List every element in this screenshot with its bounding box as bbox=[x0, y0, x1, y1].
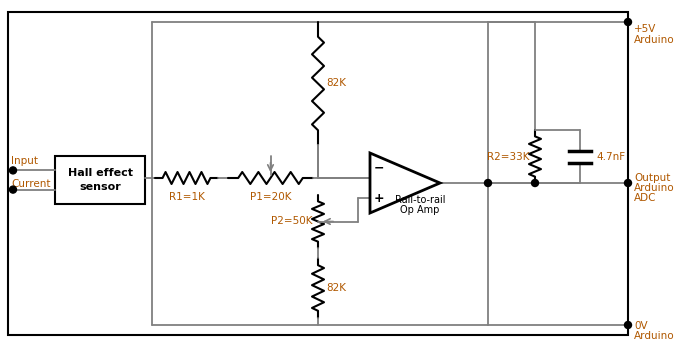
Text: R1=1K: R1=1K bbox=[169, 192, 204, 202]
Circle shape bbox=[624, 18, 631, 26]
Text: sensor: sensor bbox=[79, 182, 121, 192]
Text: P2=50K: P2=50K bbox=[272, 217, 313, 226]
Text: 82K: 82K bbox=[326, 78, 346, 88]
Circle shape bbox=[10, 167, 17, 174]
Circle shape bbox=[624, 180, 631, 186]
FancyBboxPatch shape bbox=[8, 12, 628, 335]
Circle shape bbox=[624, 322, 631, 328]
FancyBboxPatch shape bbox=[55, 156, 145, 204]
Circle shape bbox=[484, 180, 491, 186]
Text: Hall effect: Hall effect bbox=[67, 168, 132, 178]
Text: P1=20K: P1=20K bbox=[250, 192, 291, 202]
Text: Arduino: Arduino bbox=[634, 331, 675, 341]
Text: R2=33K: R2=33K bbox=[487, 152, 530, 162]
Text: Arduino: Arduino bbox=[634, 183, 675, 193]
Text: 4.7nF: 4.7nF bbox=[596, 152, 625, 162]
Text: Op Amp: Op Amp bbox=[400, 205, 440, 215]
Text: 0V: 0V bbox=[634, 321, 648, 331]
Text: Current: Current bbox=[11, 179, 50, 189]
Circle shape bbox=[531, 180, 538, 186]
Text: Arduino: Arduino bbox=[634, 35, 675, 45]
Text: +: + bbox=[374, 191, 384, 204]
Text: +5V: +5V bbox=[634, 24, 657, 34]
Text: 82K: 82K bbox=[326, 283, 346, 293]
Text: Input: Input bbox=[11, 157, 38, 166]
Circle shape bbox=[10, 186, 17, 193]
Text: Output: Output bbox=[634, 173, 671, 183]
Text: ADC: ADC bbox=[634, 193, 657, 203]
Text: −: − bbox=[374, 162, 384, 175]
Text: Rail-to-rail: Rail-to-rail bbox=[395, 195, 445, 205]
